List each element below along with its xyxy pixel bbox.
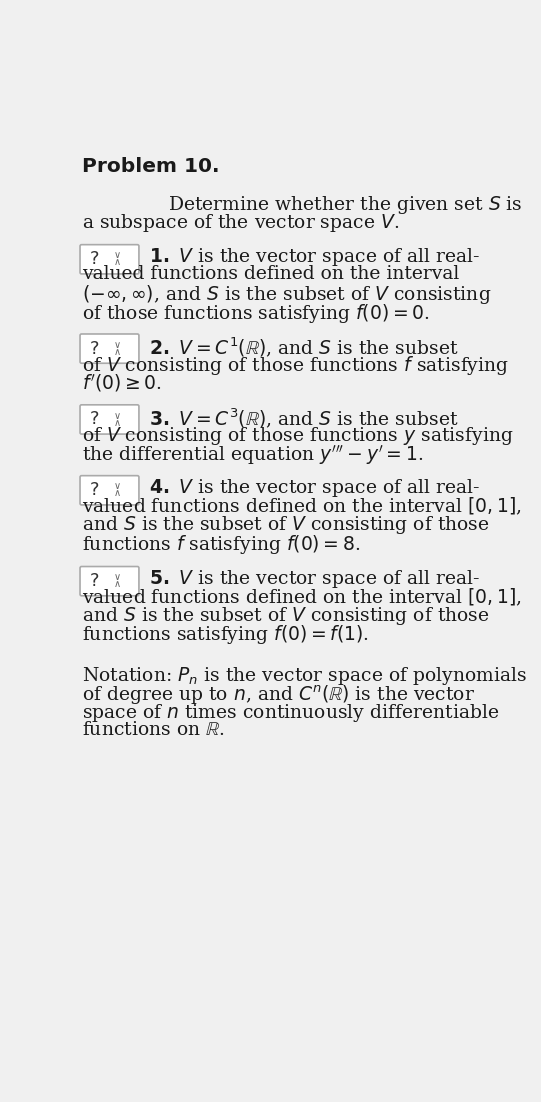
Text: functions $f$ satisfying $f(0) = 8$.: functions $f$ satisfying $f(0) = 8$. [82,532,360,555]
FancyBboxPatch shape [80,404,139,434]
Text: $\mathbf{2.}$ $V = C^{1}(\mathbb{R})$, and $S$ is the subset: $\mathbf{2.}$ $V = C^{1}(\mathbb{R})$, a… [149,335,458,359]
Text: of those functions satisfying $f(0) = 0$.: of those functions satisfying $f(0) = 0$… [82,302,429,325]
Text: of degree up to $n$, and $C^n(\mathbb{R})$ is the vector: of degree up to $n$, and $C^n(\mathbb{R}… [82,683,474,707]
Text: ∨: ∨ [114,250,121,260]
Text: Problem 10.: Problem 10. [82,156,219,176]
Text: valued functions defined on the interval $[0, 1]$,: valued functions defined on the interval… [82,586,522,608]
Text: valued functions defined on the interval $[0, 1]$,: valued functions defined on the interval… [82,496,522,517]
Text: of $V$ consisting of those functions $y$ satisfying: of $V$ consisting of those functions $y$… [82,425,513,446]
Text: ∨: ∨ [114,572,121,582]
Text: and $S$ is the subset of $V$ consisting of those: and $S$ is the subset of $V$ consisting … [82,515,489,537]
FancyBboxPatch shape [80,476,139,505]
Text: a subspace of the vector space $V$.: a subspace of the vector space $V$. [82,213,399,235]
FancyBboxPatch shape [80,566,139,596]
Text: ∧: ∧ [114,347,121,357]
Text: $f'(0) \geq 0$.: $f'(0) \geq 0$. [82,372,161,395]
Text: functions on $\mathbb{R}$.: functions on $\mathbb{R}$. [82,721,224,738]
Text: ∨: ∨ [114,482,121,491]
Text: ∧: ∧ [114,418,121,428]
Text: $\mathbf{5.}$ $V$ is the vector space of all real-: $\mathbf{5.}$ $V$ is the vector space of… [149,568,480,590]
Text: ∨: ∨ [114,339,121,349]
Text: ?: ? [90,482,100,499]
Text: and $S$ is the subset of $V$ consisting of those: and $S$ is the subset of $V$ consisting … [82,605,489,627]
Text: space of $n$ times continuously differentiable: space of $n$ times continuously differen… [82,702,499,724]
FancyBboxPatch shape [80,334,139,364]
Text: $\mathbf{1.}$ $V$ is the vector space of all real-: $\mathbf{1.}$ $V$ is the vector space of… [149,246,480,268]
Text: ?: ? [90,572,100,591]
FancyBboxPatch shape [80,245,139,274]
Text: valued functions defined on the interval: valued functions defined on the interval [82,264,459,283]
Text: ?: ? [90,339,100,358]
Text: functions satisfying $f(0) = f(1)$.: functions satisfying $f(0) = f(1)$. [82,624,368,647]
Text: Determine whether the given set $S$ is: Determine whether the given set $S$ is [168,194,523,216]
Text: ∨: ∨ [114,411,121,421]
Text: $\mathbf{4.}$ $V$ is the vector space of all real-: $\mathbf{4.}$ $V$ is the vector space of… [149,477,480,499]
Text: the differential equation $y''' - y' = 1$.: the differential equation $y''' - y' = 1… [82,443,423,467]
Text: ∧: ∧ [114,258,121,268]
Text: Notation: $P_n$ is the vector space of polynomials: Notation: $P_n$ is the vector space of p… [82,666,527,687]
Text: ∧: ∧ [114,580,121,590]
Text: ∧: ∧ [114,488,121,498]
Text: $\mathbf{3.}$ $V = C^{3}(\mathbb{R})$, and $S$ is the subset: $\mathbf{3.}$ $V = C^{3}(\mathbb{R})$, a… [149,407,458,430]
Text: ?: ? [90,250,100,268]
Text: of $V$ consisting of those functions $f$ satisfying: of $V$ consisting of those functions $f$… [82,354,509,377]
Text: $(-\infty, \infty)$, and $S$ is the subset of $V$ consisting: $(-\infty, \infty)$, and $S$ is the subs… [82,283,491,306]
Text: ?: ? [90,410,100,429]
